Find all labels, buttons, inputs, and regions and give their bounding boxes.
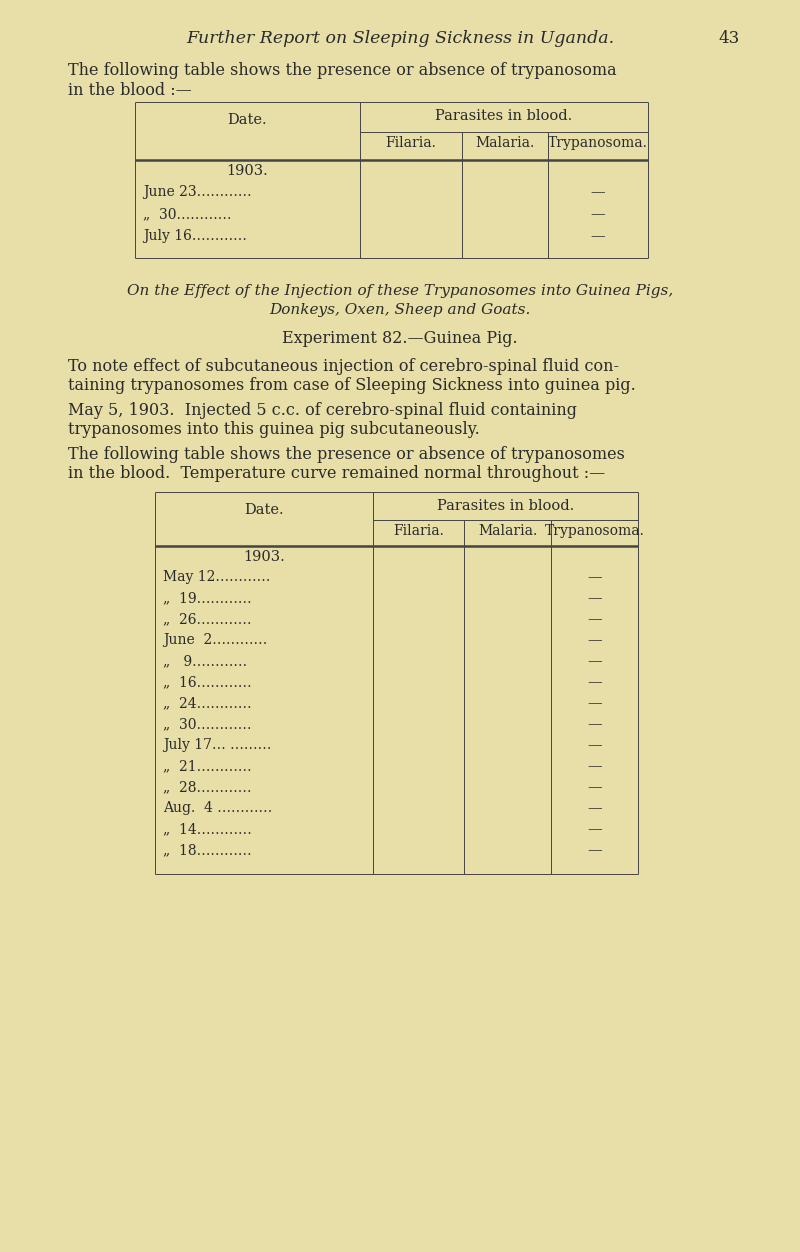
Text: —: — — [587, 570, 602, 583]
Text: June  2…………: June 2………… — [163, 634, 267, 647]
Text: „   9…………: „ 9………… — [163, 654, 247, 669]
Text: trypanosomes into this guinea pig subcutaneously.: trypanosomes into this guinea pig subcut… — [68, 421, 480, 438]
Text: „  18…………: „ 18………… — [163, 843, 252, 858]
Text: July 16…………: July 16………… — [143, 229, 247, 243]
Text: Filaria.: Filaria. — [386, 136, 437, 150]
Text: 1903.: 1903. — [226, 164, 268, 178]
Text: —: — — [587, 801, 602, 815]
Text: in the blood.  Temperature curve remained normal throughout :—: in the blood. Temperature curve remained… — [68, 464, 606, 482]
Text: Parasites in blood.: Parasites in blood. — [435, 109, 573, 123]
Text: Date.: Date. — [244, 503, 284, 517]
Text: May 12…………: May 12………… — [163, 570, 270, 583]
Text: On the Effect of the Injection of these Trypanosomes into Guinea Pigs,: On the Effect of the Injection of these … — [127, 284, 673, 298]
Text: Malaria.: Malaria. — [475, 136, 534, 150]
Text: Date.: Date. — [228, 113, 267, 126]
Text: —: — — [587, 737, 602, 752]
Text: „  30…………: „ 30………… — [163, 717, 251, 731]
Text: „  21…………: „ 21………… — [163, 759, 252, 772]
Text: —: — — [587, 823, 602, 836]
Text: The following table shows the presence or absence of trypanosoma: The following table shows the presence o… — [68, 63, 617, 79]
Text: 1903.: 1903. — [243, 550, 285, 563]
Text: „  14…………: „ 14………… — [163, 823, 252, 836]
Text: Malaria.: Malaria. — [478, 525, 537, 538]
Text: —: — — [587, 696, 602, 710]
Text: „  30…………: „ 30………… — [143, 207, 231, 222]
Text: To note effect of subcutaneous injection of cerebro-spinal fluid con-: To note effect of subcutaneous injection… — [68, 358, 619, 376]
Text: „  16…………: „ 16………… — [163, 675, 252, 689]
Text: Parasites in blood.: Parasites in blood. — [437, 500, 574, 513]
Text: Trypanosoma.: Trypanosoma. — [548, 136, 648, 150]
Text: Trypanosoma.: Trypanosoma. — [545, 525, 645, 538]
Text: —: — — [587, 612, 602, 626]
Text: „  28…………: „ 28………… — [163, 780, 251, 794]
Text: „  24…………: „ 24………… — [163, 696, 252, 710]
Text: —: — — [587, 780, 602, 794]
Text: 43: 43 — [718, 30, 739, 48]
Text: —: — — [587, 717, 602, 731]
Text: Filaria.: Filaria. — [393, 525, 444, 538]
Text: —: — — [587, 675, 602, 689]
Text: „  26…………: „ 26………… — [163, 612, 251, 626]
Text: June 23…………: June 23………… — [143, 185, 252, 199]
Text: —: — — [587, 634, 602, 647]
Text: „  19…………: „ 19………… — [163, 591, 252, 605]
Text: —: — — [587, 843, 602, 858]
Text: —: — — [587, 759, 602, 772]
Text: May 5, 1903.  Injected 5 c.c. of cerebro-spinal fluid containing: May 5, 1903. Injected 5 c.c. of cerebro-… — [68, 402, 577, 419]
Text: Experiment 82.—Guinea Pig.: Experiment 82.—Guinea Pig. — [282, 331, 518, 347]
Text: —: — — [587, 654, 602, 669]
Text: —: — — [590, 185, 606, 199]
Text: The following table shows the presence or absence of trypanosomes: The following table shows the presence o… — [68, 446, 625, 463]
Text: —: — — [587, 591, 602, 605]
Text: taining trypanosomes from case of Sleeping Sickness into guinea pig.: taining trypanosomes from case of Sleepi… — [68, 377, 636, 394]
Text: Aug.  4 …………: Aug. 4 ………… — [163, 801, 272, 815]
Text: —: — — [590, 229, 606, 243]
Text: Further Report on Sleeping Sickness in Uganda.: Further Report on Sleeping Sickness in U… — [186, 30, 614, 48]
Text: in the blood :—: in the blood :— — [68, 81, 192, 99]
Text: July 17… ………: July 17… ……… — [163, 737, 271, 752]
Text: Donkeys, Oxen, Sheep and Goats.: Donkeys, Oxen, Sheep and Goats. — [270, 303, 530, 317]
Text: —: — — [590, 207, 606, 222]
